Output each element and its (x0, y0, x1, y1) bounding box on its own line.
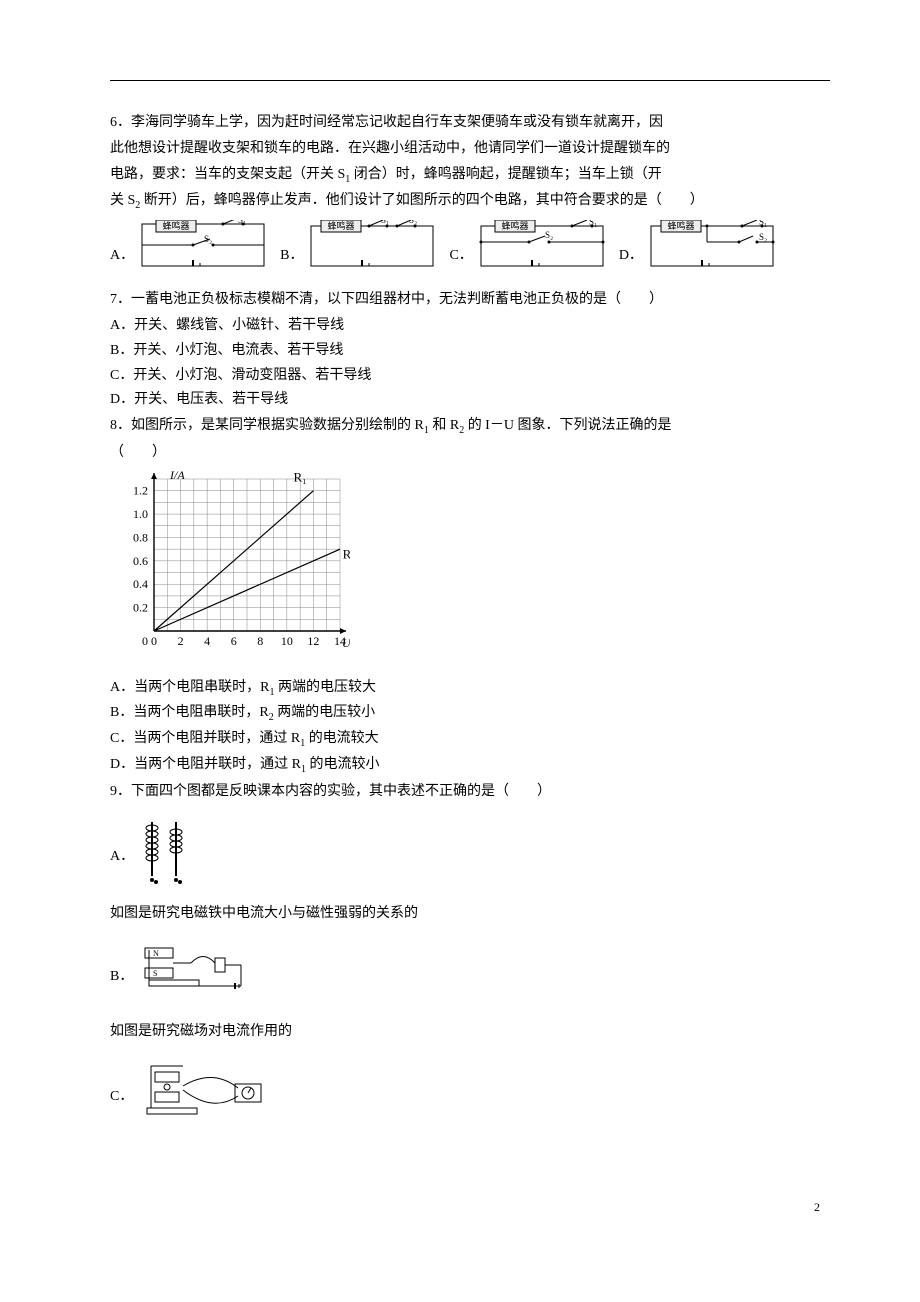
svg-text:R₁: R₁ (294, 469, 307, 484)
s2-label: S₂ (204, 234, 212, 244)
svg-text:1.0: 1.0 (133, 507, 148, 521)
q8-opt-a: A．当两个电阻串联时，R1 两端的电压较大 (110, 676, 830, 701)
induction-icon (143, 1058, 273, 1137)
iv-chart-svg: 024681012140.20.40.60.81.01.20I/AU/VR₁R₂ (110, 469, 350, 659)
q9-opt-c-block: C． (110, 1058, 830, 1137)
q6-line3b: 闭合）时，蜂鸣器响起，提醒锁车；当车上锁（开 (350, 167, 662, 182)
svg-text:4: 4 (204, 634, 210, 648)
q8-stem-tail: （ ） (110, 441, 830, 465)
circuit-a-icon: 蜂鸣器 S₁ S₂ (138, 220, 268, 270)
q6-line1: 6．李海同学骑车上学，因为赶时间经常忘记收起自行车支架便骑车或没有锁车就离开，因 (110, 111, 830, 135)
q6-line4a: 关 S (110, 193, 135, 208)
q9-opt-b-label: B． (110, 965, 133, 989)
svg-text:0.6: 0.6 (133, 554, 148, 568)
svg-text:10: 10 (281, 634, 293, 648)
q6-opt-d-label: D． (619, 244, 643, 270)
q6-opt-a-label: A． (110, 244, 134, 270)
buzzer-label: 蜂鸣器 (163, 220, 190, 231)
svg-text:2: 2 (178, 634, 184, 648)
q8-stem-b: 和 R (429, 418, 459, 433)
q9-stem: 9．下面四个图都是反映课本内容的实验，其中表述不正确的是（ ） (110, 780, 830, 804)
q6-opt-d: D． 蜂鸣器 S₁ S₂ (619, 220, 777, 270)
q7-stem: 7．一蓄电池正负极标志模糊不清，以下四组器材中，无法判断蓄电池正负极的是（ ） (110, 288, 830, 312)
svg-text:N: N (153, 949, 159, 958)
svg-text:I/A: I/A (169, 469, 185, 482)
q9-opt-a-block: A． (110, 818, 830, 897)
circuit-b-icon: 蜂鸣器 S₁ S₂ (307, 220, 437, 270)
iv-chart: 024681012140.20.40.60.81.01.20I/AU/VR₁R₂ (110, 469, 830, 668)
electromagnet-icon (144, 818, 204, 897)
q9-cap-a: 如图是研究电磁铁中电流大小与磁性强弱的关系的 (110, 902, 830, 926)
q8-opt-d: D．当两个电阻并联时，通过 R1 的电流较小 (110, 753, 830, 778)
svg-text:6: 6 (231, 634, 237, 648)
q6-line3: 电路，要求：当车的支架支起（开关 S1 闭合）时，蜂鸣器响起，提醒锁车；当车上锁… (110, 163, 830, 188)
svg-text:蜂鸣器: 蜂鸣器 (328, 220, 355, 231)
magnetic-force-icon: N S (143, 940, 253, 1014)
svg-text:R₂: R₂ (343, 546, 350, 561)
q6-line3a: 电路，要求：当车的支架支起（开关 S (110, 167, 345, 182)
q6-opt-b: B． 蜂鸣器 S₁ S₂ (280, 220, 437, 270)
q7-opt-a: A．开关、螺线管、小磁针、若干导线 (110, 314, 830, 338)
circuit-c-icon: 蜂鸣器 S₁ S₂ (477, 220, 607, 270)
q6-opt-a: A． 蜂鸣器 S₁ S₂ (110, 220, 268, 270)
svg-text:蜂鸣器: 蜂鸣器 (501, 220, 528, 231)
q8-opt-b: B．当两个电阻串联时，R2 两端的电压较小 (110, 701, 830, 726)
q6-opt-c: C． 蜂鸣器 S₁ S₂ (449, 220, 606, 270)
q9-cap-b: 如图是研究磁场对电流作用的 (110, 1020, 830, 1044)
svg-text:S₂: S₂ (545, 230, 553, 240)
q9-opt-c-label: C． (110, 1085, 133, 1109)
page-number: 2 (110, 1197, 830, 1217)
svg-text:0.8: 0.8 (133, 530, 148, 544)
svg-text:0.4: 0.4 (133, 577, 148, 591)
circuit-d-icon: 蜂鸣器 S₁ S₂ (647, 220, 777, 270)
svg-text:S: S (153, 969, 157, 978)
q8-stem: 8．如图所示，是某同学根据实验数据分别绘制的 R1 和 R2 的 I－U 图象．… (110, 414, 830, 439)
q9-opt-a-label: A． (110, 845, 134, 869)
svg-text:蜂鸣器: 蜂鸣器 (667, 220, 694, 231)
q8-stem-c: 的 I－U 图象．下列说法正确的是 (464, 418, 671, 433)
svg-text:1.2: 1.2 (133, 483, 148, 497)
q6-line4b: 断开）后，蜂鸣器停止发声．他们设计了如图所示的四个电路，其中符合要求的是（ ） (140, 193, 704, 208)
svg-text:0.2: 0.2 (133, 600, 148, 614)
q6-line4: 关 S2 断开）后，蜂鸣器停止发声．他们设计了如图所示的四个电路，其中符合要求的… (110, 189, 830, 214)
svg-text:12: 12 (307, 634, 319, 648)
q6-opt-c-label: C． (449, 244, 472, 270)
q7-opt-c: C．开关、小灯泡、滑动变阻器、若干导线 (110, 364, 830, 388)
q8-opt-c: C．当两个电阻并联时，通过 R1 的电流较大 (110, 727, 830, 752)
q6-line2: 此他想设计提醒收支架和锁车的电路．在兴趣小组活动中，他请同学们一道设计提醒锁车的 (110, 137, 830, 161)
top-rule (110, 80, 830, 81)
svg-text:8: 8 (257, 634, 263, 648)
svg-text:0: 0 (142, 634, 148, 648)
svg-text:S₂: S₂ (759, 232, 767, 242)
q7-opt-d: D．开关、电压表、若干导线 (110, 388, 830, 412)
q9-opt-b-block: B． N S (110, 940, 830, 1014)
svg-text:U/V: U/V (342, 636, 350, 650)
q6-options-row: A． 蜂鸣器 S₁ S₂ B． 蜂鸣器 S₁ S₂ (110, 220, 830, 270)
q6-opt-b-label: B． (280, 244, 303, 270)
q8-stem-a: 8．如图所示，是某同学根据实验数据分别绘制的 R (110, 418, 424, 433)
svg-text:0: 0 (151, 634, 157, 648)
q7-opt-b: B．开关、小灯泡、电流表、若干导线 (110, 339, 830, 363)
